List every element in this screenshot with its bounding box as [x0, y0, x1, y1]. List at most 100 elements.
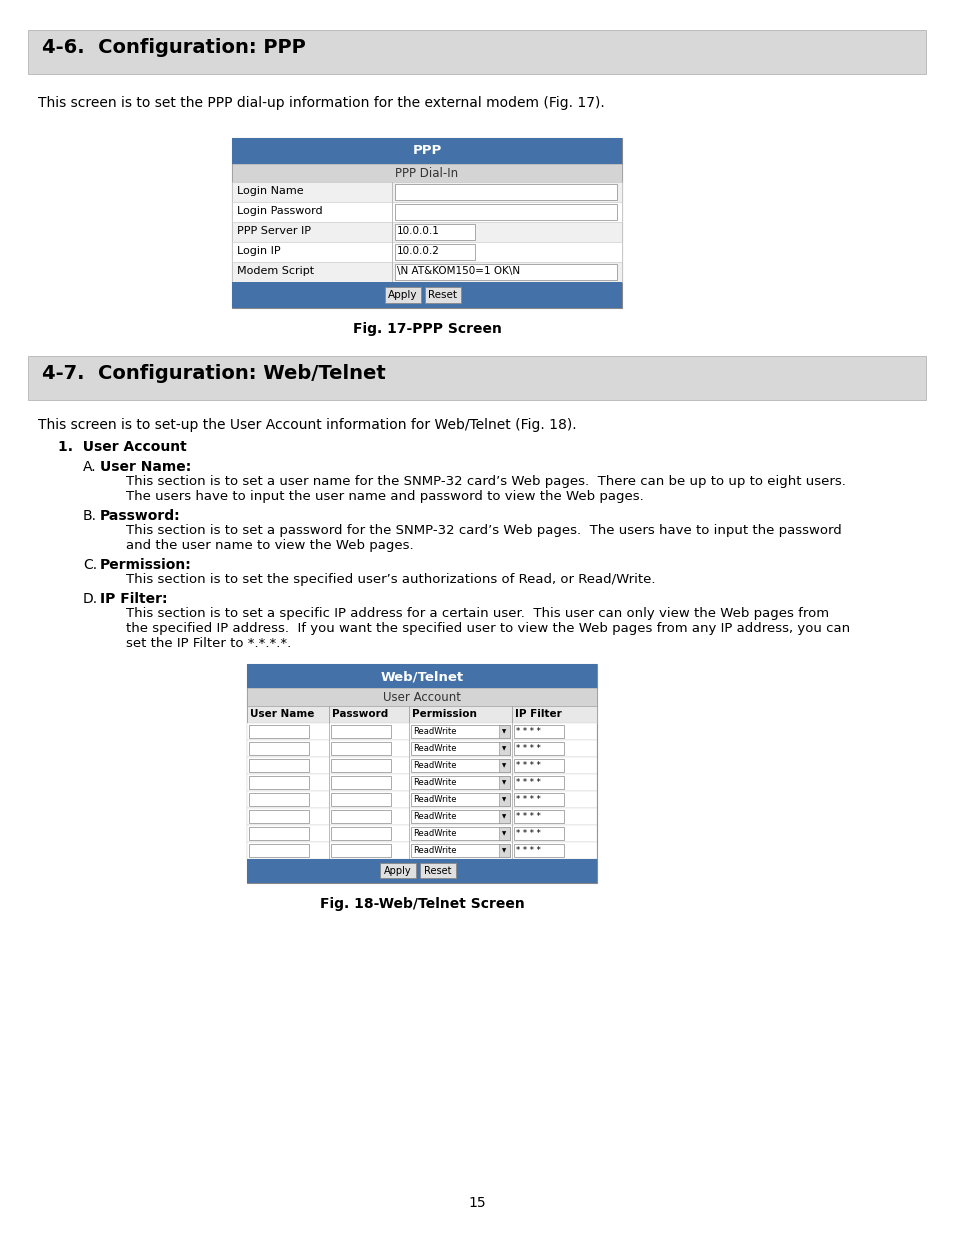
Text: * * * *: * * * *	[516, 778, 540, 787]
Text: Web/Telnet: Web/Telnet	[380, 671, 463, 683]
Text: Password: Password	[332, 709, 388, 719]
Bar	[331, 760, 391, 772]
Bar	[411, 793, 510, 806]
Text: * * * *: * * * *	[516, 846, 540, 855]
Text: ▼: ▼	[502, 831, 506, 836]
Bar	[512, 825, 513, 842]
Bar	[249, 725, 309, 739]
Bar	[512, 790, 513, 808]
Text: Apply: Apply	[388, 290, 417, 300]
Text: \N AT&KOM150=1 OK\N: \N AT&KOM150=1 OK\N	[396, 266, 519, 275]
Text: Modem Script: Modem Script	[236, 266, 314, 275]
Text: This screen is to set-up the User Account information for Web/Telnet (Fig. 18).: This screen is to set-up the User Accoun…	[38, 417, 576, 432]
Text: ReadWrite: ReadWrite	[413, 743, 456, 753]
Bar	[512, 740, 513, 757]
Bar	[512, 722, 513, 740]
Bar	[409, 842, 410, 860]
Bar	[512, 706, 513, 722]
Bar	[411, 827, 510, 840]
Bar	[395, 204, 617, 220]
Text: the specified IP address.  If you want the specified user to view the Web pages : the specified IP address. If you want th…	[126, 622, 849, 635]
Text: ReadWrite: ReadWrite	[413, 761, 456, 769]
Text: PPP Server IP: PPP Server IP	[236, 226, 311, 236]
Text: User Name:: User Name:	[100, 459, 191, 474]
Text: ReadWrite: ReadWrite	[413, 811, 456, 821]
Bar	[409, 825, 410, 842]
Text: and the user name to view the Web pages.: and the user name to view the Web pages.	[126, 538, 414, 552]
Bar	[379, 863, 416, 878]
Bar	[331, 725, 391, 739]
Bar	[409, 740, 410, 757]
Text: Login Name: Login Name	[236, 186, 303, 196]
Bar	[331, 776, 391, 789]
Text: User Name: User Name	[250, 709, 314, 719]
Bar	[411, 844, 510, 857]
Text: 15: 15	[468, 1195, 485, 1210]
Bar	[331, 810, 391, 823]
Bar	[411, 810, 510, 823]
Bar	[329, 740, 330, 757]
Text: ▼: ▼	[502, 797, 506, 802]
Bar	[514, 776, 563, 789]
Bar	[392, 242, 393, 262]
Text: * * * *: * * * *	[516, 761, 540, 769]
Bar	[247, 706, 597, 722]
Bar	[514, 810, 563, 823]
Bar	[247, 757, 597, 774]
Text: ReadWrite: ReadWrite	[413, 778, 456, 787]
Bar	[514, 725, 563, 739]
Text: * * * *: * * * *	[516, 727, 540, 736]
Bar	[232, 282, 621, 308]
Bar	[498, 776, 510, 789]
Text: Permission:: Permission:	[100, 558, 192, 572]
Text: ▼: ▼	[502, 763, 506, 768]
Bar	[514, 844, 563, 857]
Text: 1.  User Account: 1. User Account	[58, 440, 187, 454]
Bar	[247, 790, 597, 808]
Bar	[498, 810, 510, 823]
Bar	[392, 222, 393, 242]
Bar	[329, 722, 330, 740]
Text: ▼: ▼	[502, 746, 506, 751]
Text: ▼: ▼	[502, 814, 506, 819]
Text: ReadWrite: ReadWrite	[413, 795, 456, 804]
Text: ▼: ▼	[502, 848, 506, 853]
Text: A.: A.	[83, 459, 96, 474]
Bar	[247, 688, 597, 706]
Text: 4-6.  Configuration: PPP: 4-6. Configuration: PPP	[42, 38, 305, 57]
Bar	[512, 808, 513, 825]
Bar	[329, 842, 330, 860]
Bar	[498, 844, 510, 857]
Bar	[498, 725, 510, 739]
Bar	[419, 863, 456, 878]
Bar	[329, 790, 330, 808]
Text: User Account: User Account	[382, 692, 460, 704]
Bar	[498, 760, 510, 772]
Text: PPP Dial-In: PPP Dial-In	[395, 167, 458, 180]
Bar	[247, 664, 597, 688]
Bar	[232, 182, 621, 203]
Bar	[411, 742, 510, 755]
Text: * * * *: * * * *	[516, 795, 540, 804]
Bar	[232, 262, 621, 282]
Bar	[247, 664, 597, 883]
Text: Fig. 18-Web/Telnet Screen: Fig. 18-Web/Telnet Screen	[319, 897, 524, 911]
Bar	[395, 264, 617, 280]
Text: * * * *: * * * *	[516, 811, 540, 821]
Bar	[409, 790, 410, 808]
Text: ▼: ▼	[502, 729, 506, 734]
Text: set the IP Filter to *.*.*.*.: set the IP Filter to *.*.*.*.	[126, 637, 291, 650]
Bar	[232, 164, 621, 182]
Text: Fig. 17-PPP Screen: Fig. 17-PPP Screen	[353, 322, 501, 336]
Text: IP Filter:: IP Filter:	[100, 592, 168, 606]
Text: Password:: Password:	[100, 509, 180, 522]
Bar	[28, 356, 925, 400]
Bar	[232, 242, 621, 262]
Bar	[329, 825, 330, 842]
Bar	[329, 808, 330, 825]
Text: * * * *: * * * *	[516, 829, 540, 839]
Text: Reset: Reset	[424, 866, 452, 876]
Text: * * * *: * * * *	[516, 743, 540, 753]
Bar	[247, 774, 597, 790]
Bar	[395, 245, 475, 261]
